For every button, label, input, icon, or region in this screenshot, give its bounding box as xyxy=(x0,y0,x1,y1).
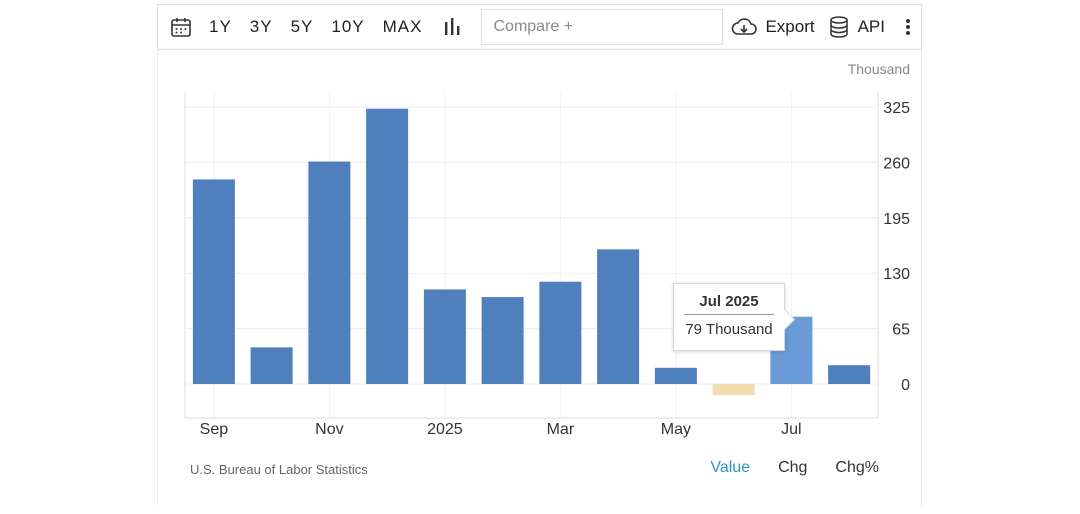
x-axis-labels: Sep Nov 2025 Mar May Jul xyxy=(200,421,802,438)
range-1y-button[interactable]: 1Y xyxy=(209,17,232,36)
y-tick-label: 65 xyxy=(892,322,910,339)
calendar-icon[interactable] xyxy=(158,16,200,38)
bar-jun-2025 xyxy=(712,384,755,396)
x-tick-label: 2025 xyxy=(427,421,463,438)
bar-dec-2024 xyxy=(366,108,409,384)
bar-mar-2025 xyxy=(539,281,582,384)
range-max-button[interactable]: MAX xyxy=(382,17,423,36)
y-tick-label: 325 xyxy=(883,100,910,117)
api-label: API xyxy=(857,17,885,36)
y-axis-labels: 0 65 130 195 260 325 xyxy=(883,100,910,394)
x-tick-label: May xyxy=(661,421,691,438)
database-icon xyxy=(829,16,858,38)
tab-value[interactable]: Value xyxy=(710,459,751,476)
range-3y-button[interactable]: 3Y xyxy=(249,17,273,36)
bar-chart-icon[interactable] xyxy=(431,17,475,37)
chart-toolbar: 1Y 3Y 5Y 10Y MAX Export xyxy=(157,4,922,50)
bar-sep-2024 xyxy=(192,179,235,384)
api-button[interactable]: API xyxy=(829,16,885,38)
more-vertical-icon[interactable] xyxy=(895,18,921,36)
y-tick-label: 195 xyxy=(883,211,910,228)
bar-may-2025 xyxy=(654,367,697,384)
bar-nov-2024 xyxy=(308,161,351,384)
chart-bars xyxy=(192,108,871,396)
y-tick-label: 260 xyxy=(883,155,910,172)
chart-frame xyxy=(157,4,922,506)
export-button[interactable]: Export xyxy=(729,17,815,37)
bar-aug-2025 xyxy=(828,365,871,384)
x-tick-label: Sep xyxy=(200,421,229,438)
y-tick-label: 0 xyxy=(901,377,910,394)
cloud-download-icon xyxy=(729,17,765,37)
bar-apr-2025 xyxy=(597,249,640,384)
range-5y-button[interactable]: 5Y xyxy=(290,17,314,36)
bar-feb-2025 xyxy=(481,297,524,384)
tab-chg-percent[interactable]: Chg% xyxy=(835,459,879,476)
value-tabs: Value Chg Chg% xyxy=(682,459,879,477)
tooltip-title: Jul 2025 xyxy=(684,293,774,315)
chart-tooltip: Jul 2025 79 Thousand xyxy=(673,283,796,351)
compare-input[interactable] xyxy=(481,9,724,45)
range-10y-button[interactable]: 10Y xyxy=(331,17,365,36)
chart-axes xyxy=(184,92,879,419)
unit-label: Thousand xyxy=(847,61,910,77)
export-label: Export xyxy=(765,17,815,36)
x-tick-label: Jul xyxy=(781,421,801,438)
y-tick-label: 130 xyxy=(883,266,910,283)
source-label: U.S. Bureau of Labor Statistics xyxy=(190,462,368,477)
bar-jan-2025 xyxy=(423,289,466,384)
x-tick-label: Mar xyxy=(547,421,575,438)
tab-chg[interactable]: Chg xyxy=(778,459,808,476)
bar-oct-2024 xyxy=(250,347,293,384)
x-tick-label: Nov xyxy=(315,421,343,438)
tooltip-value: 79 Thousand xyxy=(685,321,773,338)
